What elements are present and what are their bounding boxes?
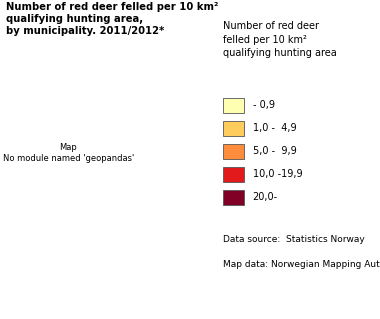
Text: 10,0 -19,9: 10,0 -19,9 — [253, 169, 302, 180]
Text: 1,0 -  4,9: 1,0 - 4,9 — [253, 123, 296, 133]
FancyBboxPatch shape — [223, 190, 244, 205]
Text: Map
No module named 'geopandas': Map No module named 'geopandas' — [3, 144, 134, 163]
Text: Number of red deer felled per 10 km²: Number of red deer felled per 10 km² — [6, 2, 218, 11]
FancyBboxPatch shape — [223, 167, 244, 182]
Text: 20,0-: 20,0- — [253, 192, 278, 203]
FancyBboxPatch shape — [223, 98, 244, 113]
Text: Data source:  Statistics Norway: Data source: Statistics Norway — [223, 234, 365, 243]
Text: Map data: Norwegian Mapping Authority: Map data: Norwegian Mapping Authority — [223, 260, 380, 269]
Text: by municipality. 2011/2012*: by municipality. 2011/2012* — [6, 26, 164, 36]
Text: 5,0 -  9,9: 5,0 - 9,9 — [253, 146, 296, 156]
FancyBboxPatch shape — [223, 144, 244, 159]
Text: qualifying hunting area,: qualifying hunting area, — [6, 14, 143, 24]
Text: Number of red deer
felled per 10 km²
qualifying hunting area: Number of red deer felled per 10 km² qua… — [223, 21, 337, 58]
FancyBboxPatch shape — [223, 121, 244, 136]
Text: - 0,9: - 0,9 — [253, 100, 274, 110]
